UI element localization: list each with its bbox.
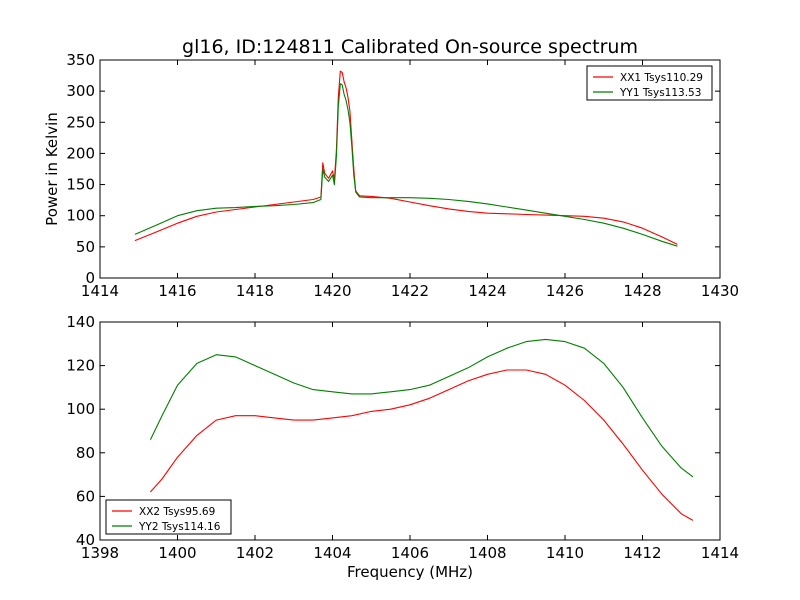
x-tick-label: 1404 [313, 544, 351, 562]
x-tick-label: 1406 [391, 544, 429, 562]
y-tick-label: 200 [66, 144, 95, 162]
x-tick-label: 1410 [546, 544, 584, 562]
top-panel: 1414 1416 1418 1420 1422 1424 1426 1428 1430 0 50 1… [43, 51, 739, 300]
x-tick-label: 1402 [236, 544, 274, 562]
y-tick-label: 300 [66, 82, 95, 100]
y-tick-label: 80 [76, 444, 95, 462]
x-tick-label: 1424 [468, 282, 506, 300]
x-tick-label: 1400 [158, 544, 196, 562]
chart-title: gl16, ID:124811 Calibrated On-source spe… [182, 36, 638, 58]
x-tick-label: 1398 [81, 544, 119, 562]
y-tick-label: 100 [66, 207, 95, 225]
series-line-2 [149, 338, 694, 478]
legend-label-1: XX1 Tsys110.29 [620, 72, 703, 84]
legend-label-1: XX2 Tsys95.69 [139, 506, 215, 518]
x-tick-label: 1422 [391, 282, 429, 300]
x-tick-label: 1430 [701, 282, 739, 300]
x-tick-label: 1428 [623, 282, 661, 300]
legend-label-2: YY2 Tsys114.16 [138, 521, 221, 533]
x-tick-label: 1414 [81, 282, 119, 300]
x-tick-label: 1426 [546, 282, 584, 300]
x-tick-label: 1408 [468, 544, 506, 562]
bottom-panel: 1398 1400 1402 1404 1406 1408 1410 1412 1414 40 60… [66, 313, 739, 581]
y-tick-label: 250 [66, 113, 95, 131]
x-tick-label: 1420 [313, 282, 351, 300]
x-tick-label: 1418 [236, 282, 274, 300]
x-tick-label: 1412 [623, 544, 661, 562]
y-tick-label: 0 [85, 269, 95, 287]
y-tick-label: 60 [76, 487, 95, 505]
y-axis-label: Power in Kelvin [43, 112, 61, 226]
y-tick-label: 100 [66, 400, 95, 418]
series-line-2 [134, 83, 678, 247]
y-tick-label: 350 [66, 51, 95, 69]
y-tick-label: 150 [66, 176, 95, 194]
x-axis-label: Frequency (MHz) [347, 563, 473, 581]
y-tick-label: 40 [76, 531, 95, 549]
y-tick-label: 120 [66, 357, 95, 375]
x-tick-label: 1414 [701, 544, 739, 562]
y-tick-label: 50 [76, 238, 95, 256]
legend-box [105, 499, 232, 535]
legend-box [586, 65, 713, 101]
series-line-1 [149, 369, 694, 521]
x-tick-label: 1416 [158, 282, 196, 300]
legend-label-2: YY1 Tsys113.53 [619, 87, 701, 99]
series-line-1 [134, 70, 678, 245]
y-tick-label: 140 [66, 313, 95, 331]
